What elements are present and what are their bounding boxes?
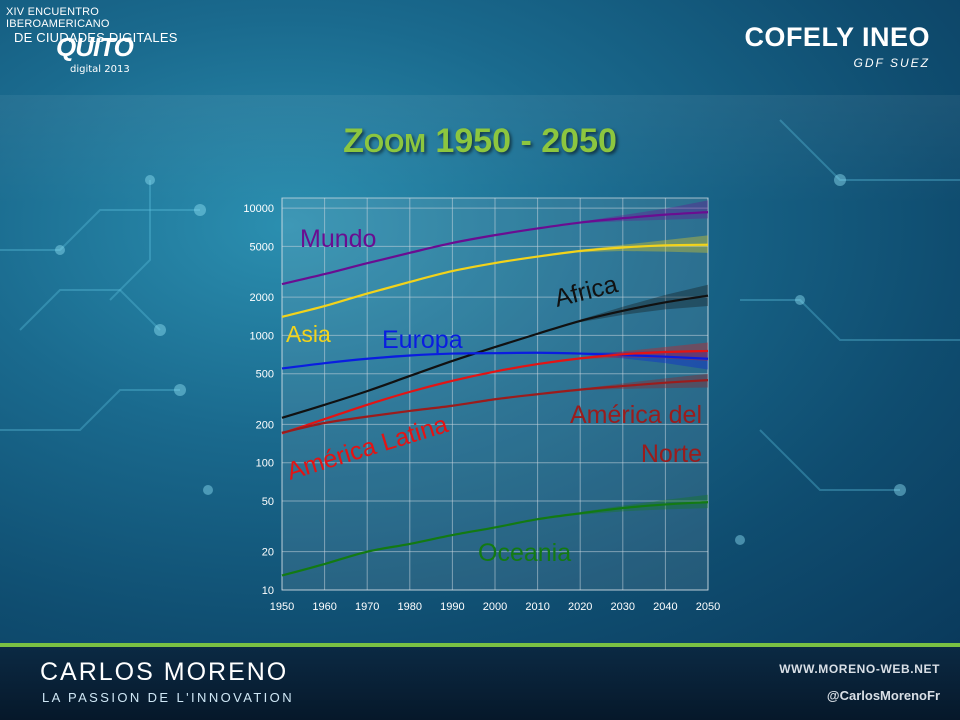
x-tick-label: 2030 <box>611 601 635 613</box>
x-tick-label: 2050 <box>696 601 720 613</box>
line-am-rica-latina <box>281 349 709 435</box>
x-tick-label: 1980 <box>398 601 422 613</box>
series-lines <box>281 210 709 577</box>
author-tagline: LA PASSION DE L'INNOVATION <box>42 690 294 705</box>
event-title-line2: DE CIUDADES DIGITALES <box>14 30 178 45</box>
author-name: CARLOS MORENO <box>40 658 289 686</box>
title-initial: Z <box>343 122 364 160</box>
y-tick-label: 100 <box>256 458 274 470</box>
label-mundo: Mundo <box>300 225 376 253</box>
x-tick-label: 2040 <box>653 601 677 613</box>
brand-logo: COFELY INEO <box>744 22 930 52</box>
x-tick-label: 1990 <box>440 601 464 613</box>
y-tick-label: 10000 <box>243 203 274 215</box>
line-oceania <box>281 501 709 577</box>
slide-title: ZOOM 1950 - 2050 <box>0 122 960 161</box>
label-oceania: Oceania <box>478 539 571 567</box>
x-tick-label: 2020 <box>568 601 592 613</box>
title-smallcaps: OOM <box>363 128 426 158</box>
x-tick-label: 2010 <box>525 601 549 613</box>
x-tick-label: 1950 <box>270 601 294 613</box>
x-tick-label: 2000 <box>483 601 507 613</box>
y-tick-label: 20 <box>262 547 274 559</box>
label-europa: Europa <box>382 326 463 354</box>
x-tick-label: 1970 <box>355 601 379 613</box>
y-tick-label: 1000 <box>250 330 274 342</box>
y-tick-label: 5000 <box>250 241 274 253</box>
plot-frame <box>281 197 709 591</box>
band-mundo <box>580 200 708 224</box>
y-tick-label: 200 <box>256 419 274 431</box>
line-am-rica-del-norte <box>281 379 709 434</box>
website-link[interactable]: WWW.MORENO-WEB.NET <box>779 662 940 676</box>
quito-logo-subtitle: digital 2013 <box>70 64 130 75</box>
y-tick-label: 2000 <box>250 292 274 304</box>
x-tick-labels: 1950 1960 1970 1980 1990 2000 2010 2020 2030 2040… <box>270 601 720 613</box>
label-america-norte-1: América del <box>570 401 702 429</box>
y-tick-labels: 10 20 50 100 200 500 1000 2000 5000 10000 <box>243 203 274 597</box>
y-tick-label: 500 <box>256 369 274 381</box>
slide-background <box>0 0 960 645</box>
footer-divider <box>0 643 960 647</box>
quito-logo-text: QUITO <box>56 32 134 62</box>
background-band <box>0 95 960 205</box>
event-title-line1: XIV ENCUENTRO IBEROAMERICANO <box>6 6 110 30</box>
x-tick-label: 1960 <box>312 601 336 613</box>
event-logo: XIV ENCUENTRO IBEROAMERICANO DE CIUDADES… <box>6 6 196 86</box>
line-europa <box>281 351 709 370</box>
y-tick-label: 50 <box>262 496 274 508</box>
y-tick-label: 10 <box>262 585 274 597</box>
line-mundo <box>281 210 709 286</box>
circuit-decoration <box>0 119 960 545</box>
line-africa <box>281 294 709 419</box>
title-years: 1950 - 2050 <box>425 122 617 160</box>
label-america-norte-2: Norte <box>641 440 702 468</box>
footer <box>0 645 960 720</box>
label-asia: Asia <box>286 321 331 347</box>
brand-logo-subtitle: GDF SUEZ <box>853 56 930 70</box>
line-asia <box>281 243 709 318</box>
twitter-handle[interactable]: @CarlosMorenoFr <box>826 688 940 703</box>
